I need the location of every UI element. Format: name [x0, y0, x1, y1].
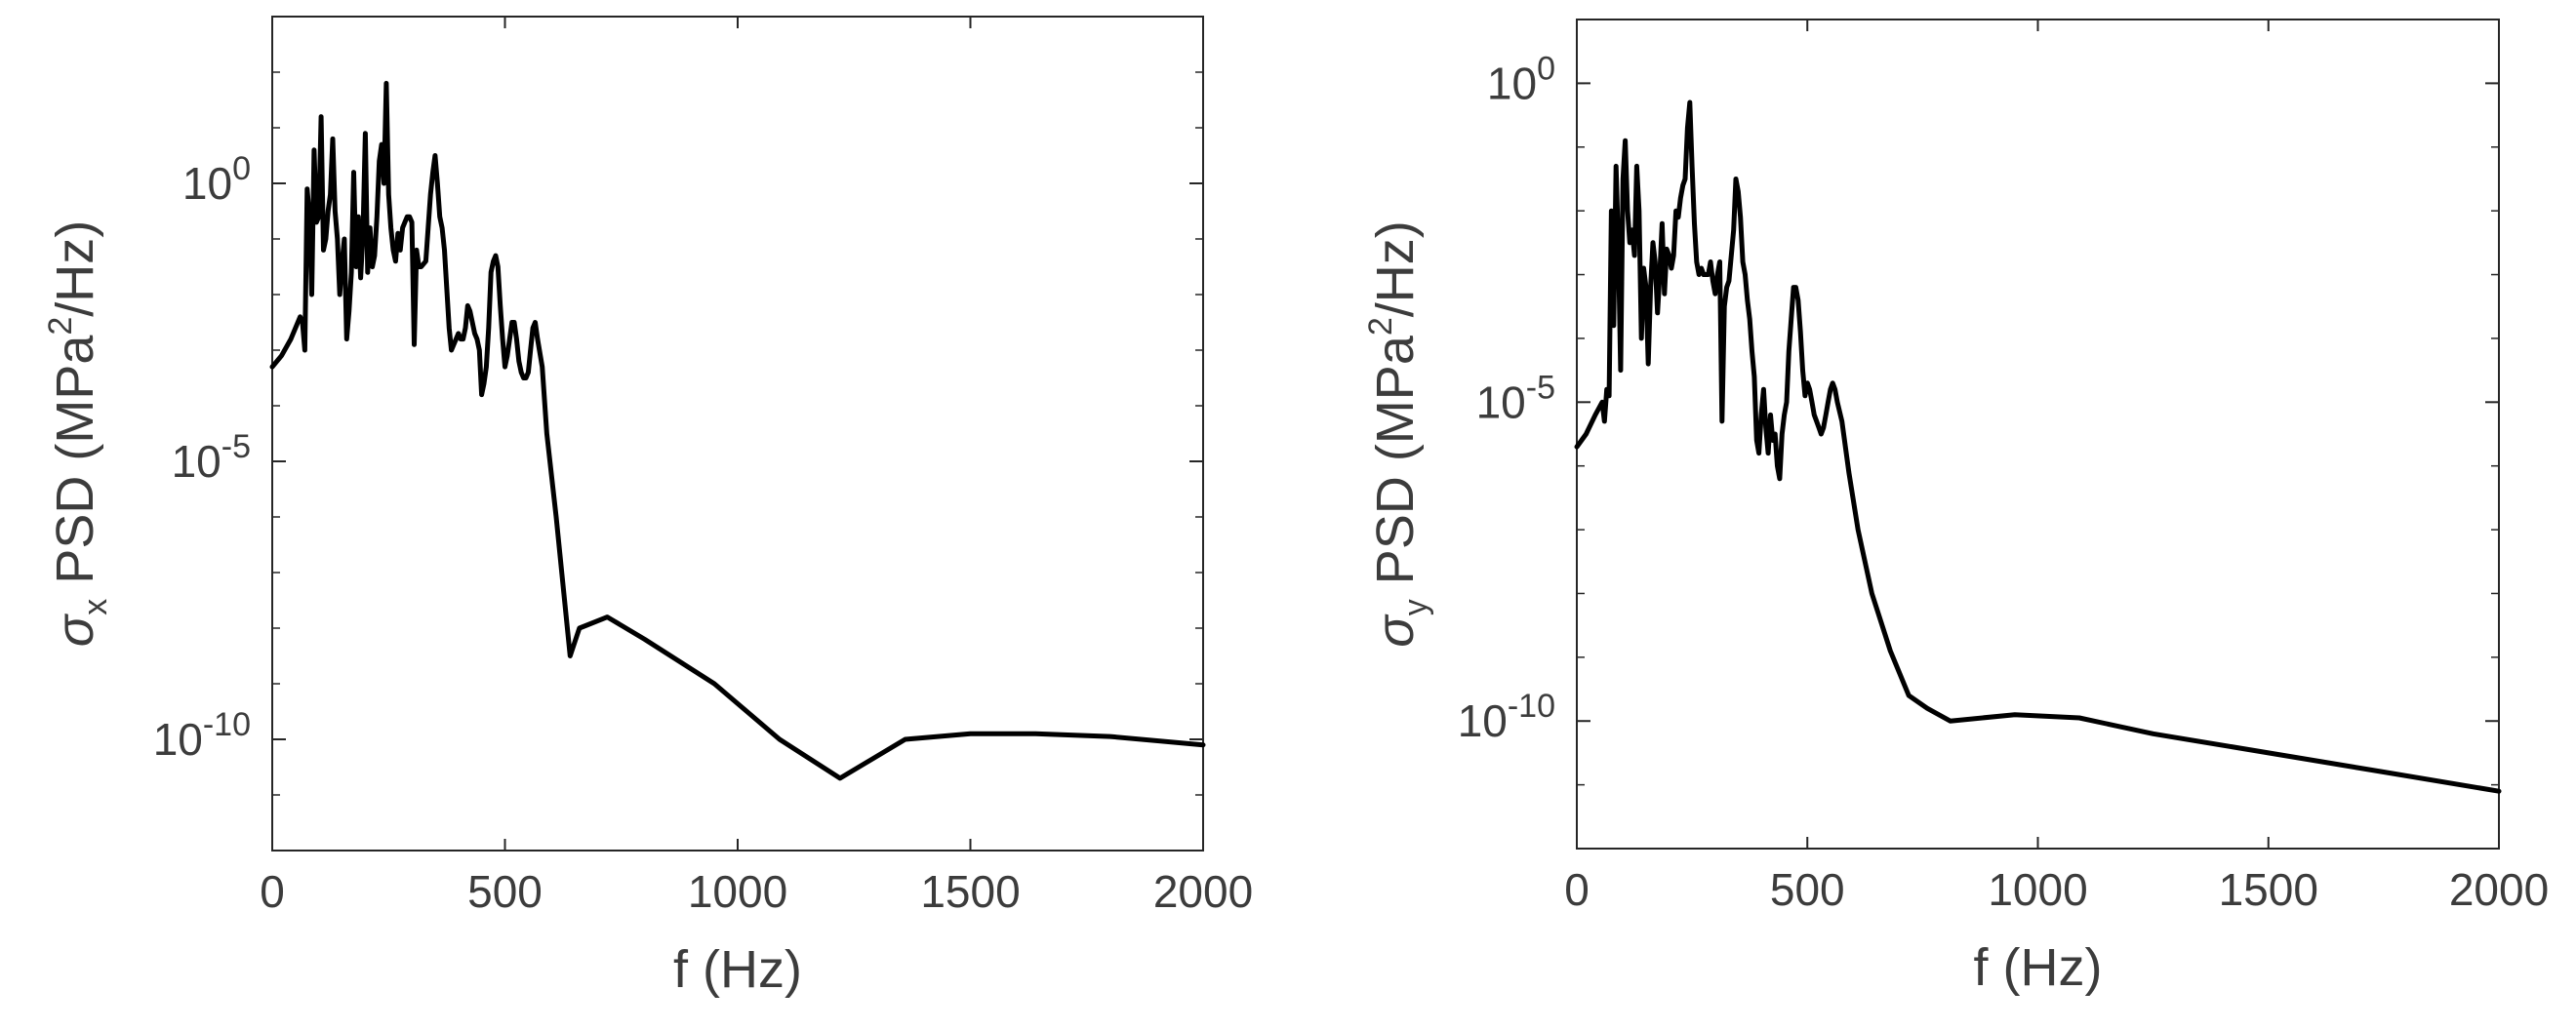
y-tick-label: 10-10 [153, 706, 251, 765]
plot-frame [271, 16, 1204, 852]
x-axis-label: f (Hz) [673, 940, 802, 999]
x-tick-label: 1000 [1988, 864, 2087, 915]
x-tick-label: 500 [467, 866, 543, 917]
y-tick-exponent: -10 [1508, 688, 1555, 725]
y-label-subscript: y [1397, 599, 1434, 615]
y-tick-exponent: -10 [203, 706, 251, 743]
x-tick-label: 2000 [2449, 864, 2549, 915]
y-axis-label: σy PSD (MPa2/Hz) [1362, 220, 1434, 648]
x-axis-label: f (Hz) [1974, 938, 2103, 997]
y-label-superscript: 2 [1362, 317, 1399, 336]
x-tick-label: 1000 [688, 866, 787, 917]
y-axis-label: σx PSD (MPa2/Hz) [42, 220, 114, 648]
y-label-symbol: σ [46, 613, 104, 647]
series-line [1574, 99, 2502, 794]
y-tick-label: 10-10 [1458, 688, 1555, 746]
x-tick-label: 2000 [1153, 866, 1253, 917]
y-label-subscript: x [77, 599, 114, 615]
y-tick-exponent: -5 [221, 428, 251, 465]
y-tick-base: 10 [153, 714, 203, 765]
y-label-tail: /Hz) [46, 220, 104, 317]
y-tick-base: 10 [1458, 695, 1508, 746]
y-tick-base: 10 [1487, 58, 1537, 108]
y-tick-label: 100 [1487, 50, 1555, 108]
x-tick-label: 0 [1564, 864, 1590, 915]
y-tick-base: 10 [1476, 376, 1526, 427]
y-tick-exponent: 0 [232, 150, 251, 187]
x-tick-label: 1500 [2219, 864, 2318, 915]
plot-frame [1576, 19, 2500, 850]
y-tick-base: 10 [172, 436, 221, 487]
y-label-text: PSD (MPa [46, 335, 104, 599]
y-tick-base: 10 [182, 158, 232, 209]
y-tick-exponent: -5 [1526, 369, 1555, 406]
x-tick-label: 1500 [920, 866, 1020, 917]
x-tick-label: 0 [260, 866, 285, 917]
y-label-text: PSD (MPa [1366, 335, 1425, 599]
y-tick-label: 100 [182, 150, 251, 209]
y-tick-exponent: 0 [1537, 50, 1555, 87]
y-tick-label: 10-5 [172, 428, 251, 487]
y-label-symbol: σ [1366, 614, 1425, 648]
y-label-tail: /Hz) [1366, 220, 1425, 317]
y-tick-label: 10-5 [1476, 369, 1555, 427]
x-tick-label: 500 [1770, 864, 1845, 915]
series-line [269, 80, 1206, 781]
y-label-superscript: 2 [42, 317, 79, 336]
